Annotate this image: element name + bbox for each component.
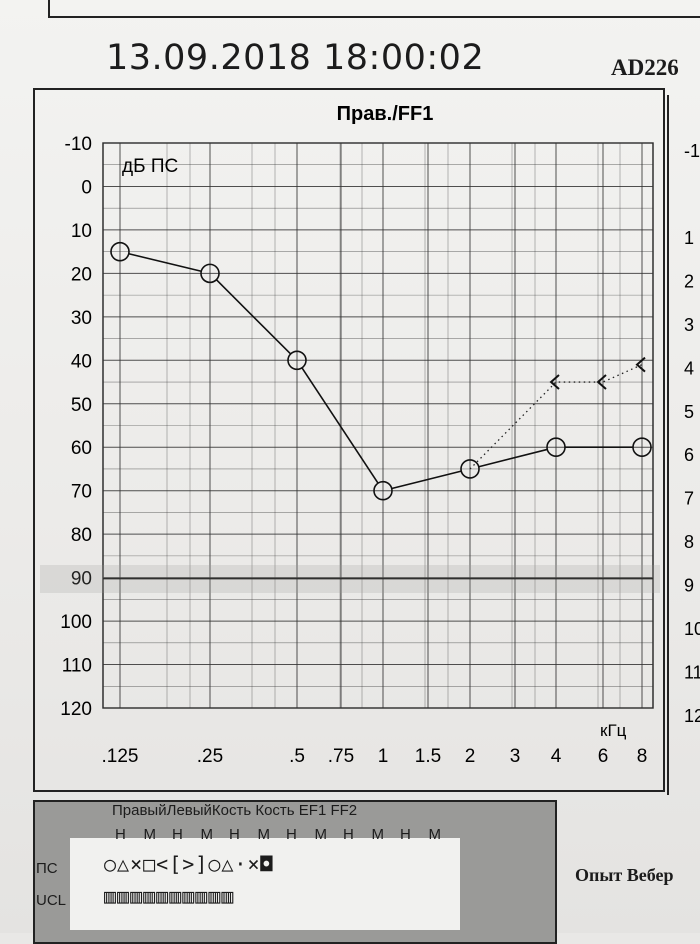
x-tick-label: 8 [637, 746, 648, 767]
series-point-circle [546, 437, 566, 458]
x-tick-label: 6 [598, 746, 609, 767]
adjacent-tick-label: -1 [684, 141, 700, 161]
weber-test-label: Опыт Вебер [575, 865, 674, 885]
legend-hm-label: М [257, 826, 271, 843]
x-tick-label: 4 [551, 746, 562, 767]
y-tick-label: 70 [71, 482, 92, 503]
legend-hm-label: Н [343, 826, 354, 843]
adjacent-tick-label: 9 [684, 576, 694, 596]
adjacent-panel-frame [667, 95, 700, 795]
adjacent-tick-label: 12 [684, 706, 700, 726]
series-line-segment [301, 367, 379, 484]
series-line-segment [478, 448, 548, 468]
y-tick-label: 40 [71, 351, 92, 372]
series-point-circle [632, 437, 652, 458]
chart-series [110, 241, 652, 501]
adjacent-tick-label: 8 [684, 532, 694, 552]
legend-symbols-row2: ▥▥▥▥▥▥▥▥▥▥ [104, 884, 235, 908]
legend-hm-label: М [428, 826, 442, 843]
x-tick-labels: .125 .25 .5 .75 1 1.5 2 3 4 6 8 [102, 746, 648, 767]
device-model: AD226 [611, 55, 679, 80]
x-axis-label: кГц [600, 721, 627, 740]
y-tick-label: -10 [65, 134, 92, 155]
chart-grid [102, 142, 654, 709]
chart-title: Прав./FF1 [337, 103, 434, 125]
legend-header: ПравыйЛевыйКость Кость EF1 FF2 [112, 802, 358, 819]
legend-hm-label: М [143, 826, 157, 843]
legend-hm-label: Н [115, 826, 126, 843]
x-tick-label: .75 [328, 746, 354, 767]
adjacent-tick-label: 6 [684, 445, 694, 465]
legend-hm-label: М [371, 826, 385, 843]
y-tick-label: 10 [71, 221, 92, 242]
adjacent-tick-label: 1 [684, 228, 694, 248]
legend-symbol-area [70, 838, 460, 930]
series-line-segment [391, 470, 462, 490]
series-dotted-line [469, 364, 643, 470]
x-tick-label: .125 [102, 746, 139, 767]
y-tick-label: 60 [71, 438, 92, 459]
y-tick-label: 30 [71, 308, 92, 329]
y-tick-label: 110 [62, 656, 92, 677]
y-tick-labels: -10 0 10 20 30 40 50 60 70 80 90 100 110 120 [60, 134, 92, 720]
y-tick-label: 50 [71, 395, 92, 416]
adjacent-tick-label: 5 [684, 402, 694, 422]
legend-hm-label: Н [172, 826, 183, 843]
series-line-segment [215, 279, 292, 355]
x-tick-label: 1 [378, 746, 389, 767]
y-tick-label: 90 [71, 569, 92, 590]
legend-hm-label: Н [400, 826, 411, 843]
legend-hm-label: М [200, 826, 214, 843]
legend-row-label-ps: ПС [36, 860, 58, 877]
adjacent-tick-label: 4 [684, 358, 694, 378]
y-tick-label: 20 [71, 264, 92, 285]
legend-row-label-ucl: UCL [36, 892, 67, 909]
test-datetime: 13.09.2018 18:00:02 [106, 38, 485, 78]
adjacent-tick-label: 11 [684, 663, 700, 683]
printer-band [40, 565, 660, 593]
series-line-segment [128, 252, 202, 273]
adjacent-tick-label: 2 [684, 271, 694, 291]
legend-symbols-row1: ○△×□<[>]○△·×◘ [104, 852, 274, 876]
series-point-bracket [549, 374, 560, 390]
x-tick-label: 2 [465, 746, 476, 767]
y-tick-label: 0 [81, 177, 92, 198]
top-frame [48, 0, 700, 18]
y-tick-label: 120 [60, 699, 92, 720]
y-tick-label: 100 [60, 612, 92, 633]
series-point-bracket [635, 356, 646, 373]
adjacent-tick-label: 3 [684, 315, 694, 335]
adjacent-tick-label: 7 [684, 489, 694, 509]
audiogram-panel-frame [33, 88, 665, 792]
x-tick-label: 1.5 [415, 746, 441, 767]
legend-hm-label: М [314, 826, 328, 843]
x-tick-label: 3 [510, 746, 521, 767]
y-axis-label: дБ ПС [122, 156, 178, 177]
x-tick-label: .25 [197, 746, 223, 767]
series-point-circle [110, 241, 130, 262]
legend-hm-label: Н [229, 826, 240, 843]
series-point-circle [373, 480, 393, 501]
adjacent-tick-label: 10 [684, 619, 700, 639]
series-point-circle [287, 350, 307, 371]
y-tick-label: 80 [71, 525, 92, 546]
series-point-circle [200, 263, 220, 284]
series-point-bracket [596, 374, 607, 390]
legend-hm-label: Н [286, 826, 297, 843]
series-point-circle [460, 459, 480, 479]
x-tick-label: .5 [289, 746, 305, 767]
